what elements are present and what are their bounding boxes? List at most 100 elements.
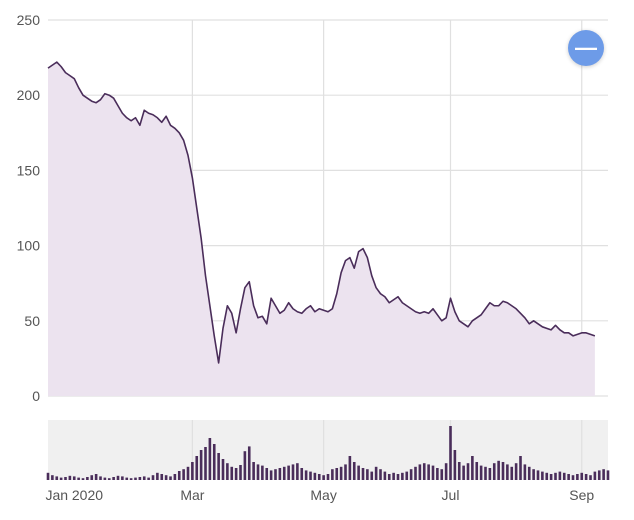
- volume-bar: [287, 466, 290, 480]
- volume-bar: [519, 456, 522, 480]
- volume-bar: [410, 469, 413, 480]
- volume-bar: [467, 463, 470, 480]
- volume-bar: [305, 470, 308, 480]
- volume-bar: [279, 468, 282, 480]
- volume-bar: [576, 474, 579, 480]
- volume-bar: [165, 475, 168, 480]
- volume-bar: [567, 474, 570, 480]
- volume-bar: [414, 467, 417, 480]
- volume-bar: [357, 466, 360, 480]
- volume-bar: [545, 473, 548, 480]
- volume-bar: [388, 474, 391, 480]
- volume-bar: [248, 446, 251, 480]
- volume-bar: [489, 468, 492, 480]
- volume-bar: [559, 472, 562, 480]
- volume-bar: [427, 464, 430, 480]
- volume-bar: [353, 462, 356, 480]
- volume-bar: [432, 466, 435, 480]
- volume-bar: [265, 468, 268, 480]
- volume-bar: [515, 463, 518, 480]
- volume-bar: [283, 467, 286, 480]
- volume-bar: [471, 456, 474, 480]
- volume-bar: [594, 472, 597, 480]
- volume-bar: [497, 461, 500, 480]
- volume-bar: [244, 451, 247, 480]
- volume-bar: [261, 466, 264, 480]
- volume-bar: [384, 472, 387, 480]
- volume-bar: [405, 472, 408, 480]
- volume-bar: [541, 472, 544, 480]
- volume-bar: [528, 467, 531, 480]
- volume-bar: [134, 478, 137, 480]
- volume-bar: [125, 478, 128, 480]
- volume-bar: [550, 474, 553, 480]
- volume-bar: [331, 469, 334, 480]
- volume-bar: [401, 473, 404, 480]
- volume-bar: [60, 478, 63, 480]
- volume-bar: [493, 463, 496, 480]
- x-axis-label: Jan 2020: [45, 487, 103, 503]
- volume-bar: [375, 467, 378, 480]
- volume-bar: [213, 444, 216, 480]
- volume-bar: [392, 473, 395, 480]
- y-axis-label: 100: [17, 238, 41, 254]
- volume-bar: [209, 438, 212, 480]
- volume-bar: [252, 462, 255, 480]
- volume-bar: [344, 464, 347, 480]
- volume-bar: [239, 465, 242, 480]
- x-axis-label: Mar: [180, 487, 204, 503]
- volume-bar: [454, 450, 457, 480]
- volume-bar: [90, 475, 93, 480]
- volume-bar: [174, 474, 177, 480]
- volume-bar: [335, 468, 338, 480]
- volume-bar: [419, 464, 422, 480]
- volume-bar: [580, 473, 583, 480]
- volume-bar: [462, 466, 465, 480]
- volume-bar: [152, 475, 155, 480]
- volume-bar: [77, 478, 80, 480]
- price-area-fill: [48, 62, 595, 396]
- volume-bar: [108, 478, 111, 480]
- volume-bar: [73, 476, 76, 480]
- volume-bar: [147, 478, 150, 480]
- legend-marker: —: [568, 30, 604, 66]
- volume-bar: [362, 468, 365, 480]
- x-axis-label: Sep: [569, 487, 594, 503]
- volume-bar: [112, 477, 115, 480]
- volume-bar: [139, 477, 142, 480]
- y-axis-label: 150: [17, 162, 41, 178]
- y-axis-label: 50: [24, 313, 40, 329]
- volume-bar: [502, 462, 505, 480]
- chart-svg: 050100150200250Jan 2020MarMayJulSep: [0, 0, 634, 520]
- volume-bar: [230, 467, 233, 480]
- volume-bar: [309, 472, 312, 480]
- volume-bar: [475, 462, 478, 480]
- volume-bar: [160, 474, 163, 480]
- volume-bar: [318, 474, 321, 480]
- volume-bar: [349, 456, 352, 480]
- volume-bar: [130, 478, 133, 480]
- volume-bar: [449, 426, 452, 480]
- volume-bar: [436, 468, 439, 480]
- volume-bar: [296, 463, 299, 480]
- volume-bar: [257, 464, 260, 480]
- legend-glyph: —: [575, 37, 597, 59]
- volume-bar: [572, 475, 575, 480]
- volume-bar: [47, 473, 50, 480]
- volume-bar: [191, 462, 194, 480]
- volume-bar: [327, 474, 330, 480]
- volume-bar: [607, 470, 610, 480]
- volume-bar: [510, 467, 513, 480]
- volume-bar: [445, 463, 448, 480]
- volume-bar: [178, 471, 181, 480]
- volume-bar: [423, 463, 426, 480]
- volume-bar: [55, 476, 58, 480]
- volume-bar: [370, 472, 373, 480]
- volume-bar: [598, 470, 601, 480]
- volume-bar: [274, 469, 277, 480]
- volume-bar: [99, 476, 102, 480]
- volume-bar: [340, 467, 343, 480]
- volume-bar: [300, 468, 303, 480]
- stock-chart-container: { "dimensions": { "width": 634, "height"…: [0, 0, 634, 520]
- volume-bar: [532, 469, 535, 480]
